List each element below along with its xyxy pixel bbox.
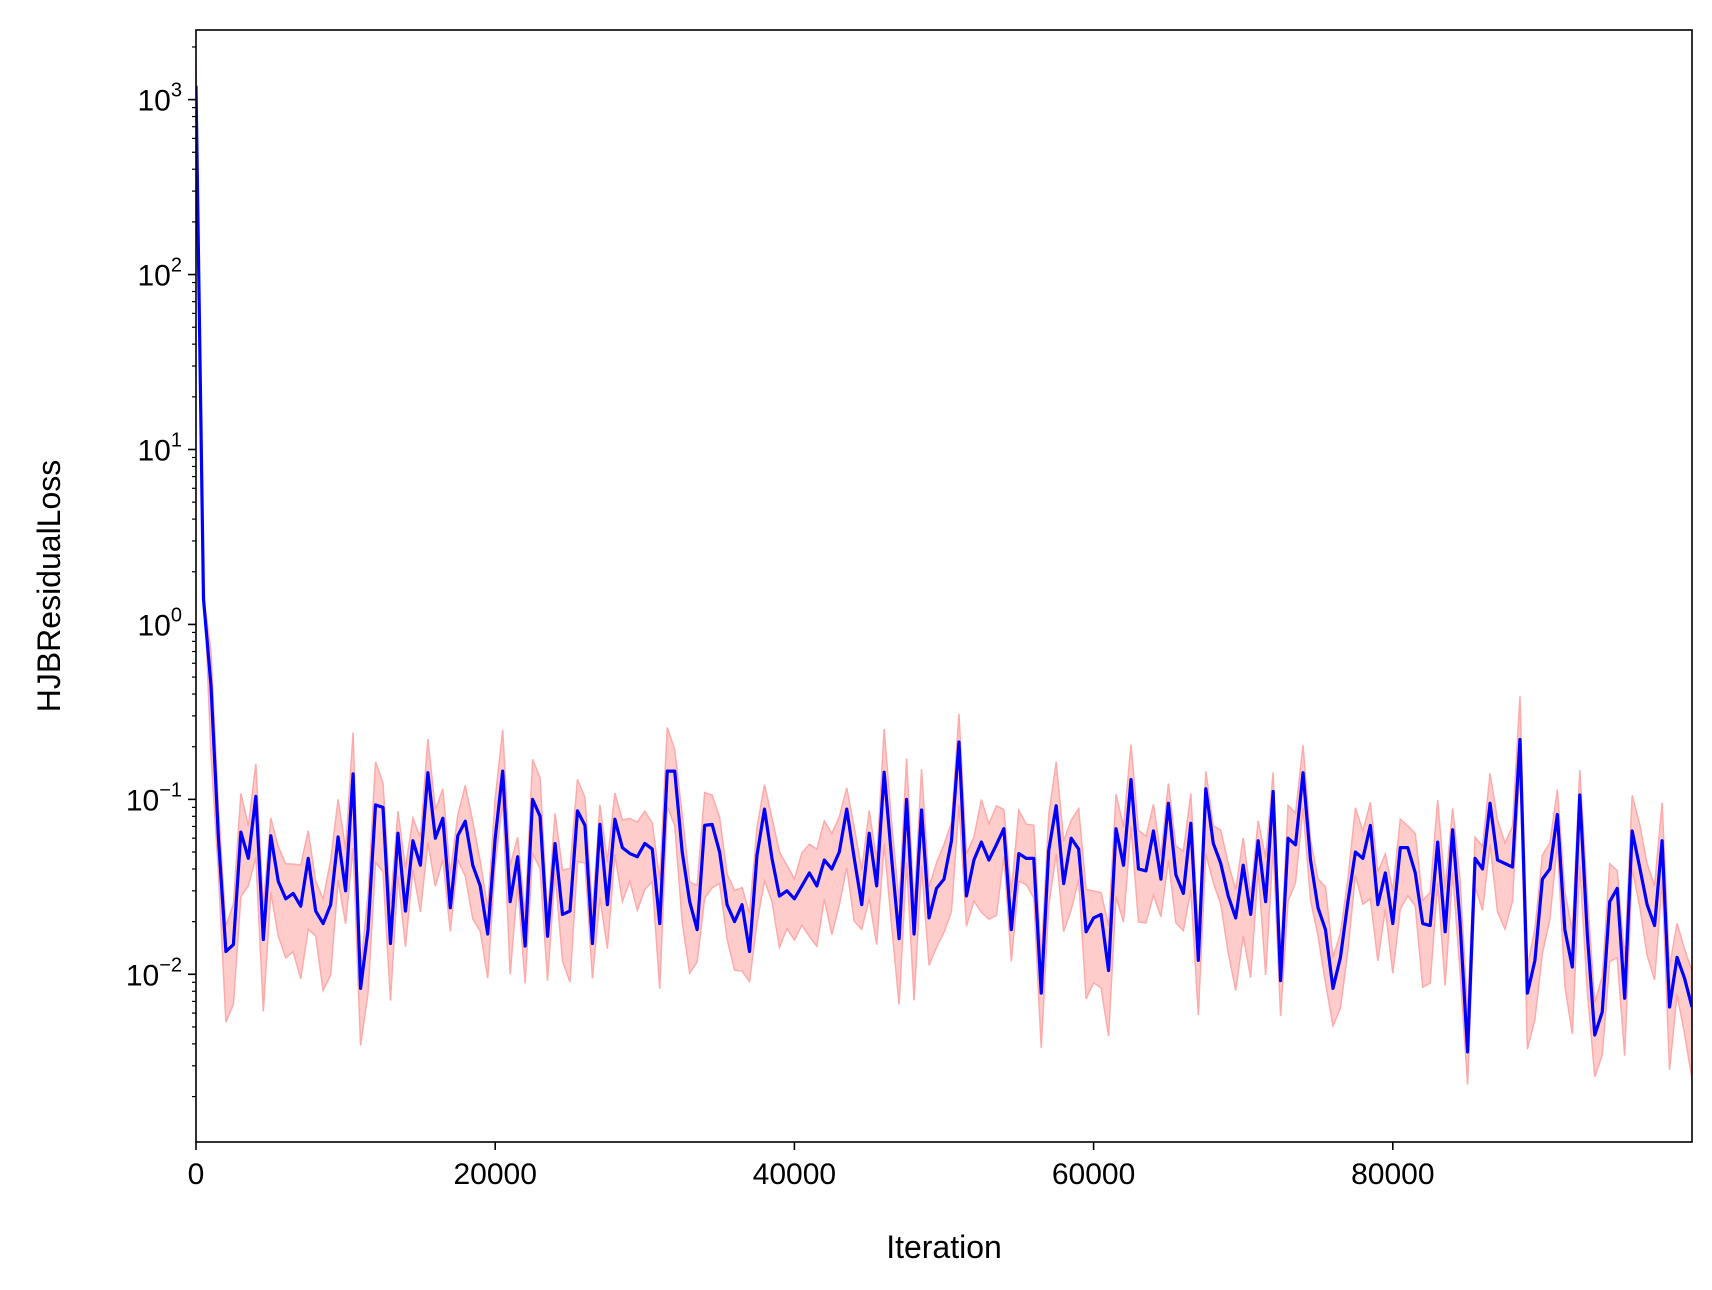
y-tick-label: 102 bbox=[138, 255, 183, 293]
x-tick-label: 60000 bbox=[1052, 1158, 1135, 1191]
y-tick-label: 103 bbox=[138, 80, 183, 118]
y-axis-label: HJBResidualLoss bbox=[31, 460, 67, 713]
x-axis-label: Iteration bbox=[886, 1229, 1002, 1265]
axes bbox=[195, 29, 1693, 1143]
x-tick-label: 20000 bbox=[453, 1158, 536, 1191]
x-tick-label: 40000 bbox=[753, 1158, 836, 1191]
axes-frame bbox=[195, 29, 1693, 1143]
y-tick-label: 10−2 bbox=[126, 954, 182, 992]
y-tick-label: 101 bbox=[138, 429, 183, 467]
y-tick-label: 10−1 bbox=[126, 779, 182, 817]
x-tick-label: 80000 bbox=[1351, 1158, 1434, 1191]
y-tick-label: 100 bbox=[138, 604, 183, 642]
ticks: 0 20000 40000 60000 80000 10−2 10−1 100 101 102 10… bbox=[126, 46, 1435, 1191]
x-tick-label: 0 bbox=[188, 1158, 205, 1191]
series-line bbox=[196, 85, 1692, 1054]
plot-area bbox=[196, 58, 1692, 1085]
